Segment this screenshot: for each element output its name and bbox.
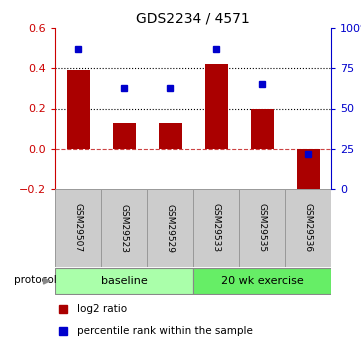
Bar [158,122,182,149]
Text: baseline: baseline [101,276,147,286]
Text: GSM29533: GSM29533 [212,204,221,253]
Text: GSM29523: GSM29523 [119,204,129,253]
Text: protocol: protocol [14,275,57,285]
Bar [193,189,239,267]
Bar [66,70,90,149]
Text: GSM29535: GSM29535 [257,204,266,253]
Text: 20 wk exercise: 20 wk exercise [221,276,303,286]
Bar [55,189,101,267]
Bar [285,189,331,267]
Bar [204,64,227,149]
Bar [101,189,147,267]
Bar [113,122,135,149]
Bar [147,189,193,267]
Bar [193,268,331,294]
Text: GSM29529: GSM29529 [165,204,174,253]
Bar [55,268,193,294]
Bar [239,189,285,267]
Text: GSM29507: GSM29507 [74,204,83,253]
Title: GDS2234 / 4571: GDS2234 / 4571 [136,11,250,26]
Text: log2 ratio: log2 ratio [77,304,127,314]
Text: GSM29536: GSM29536 [304,204,313,253]
Bar [296,149,319,193]
Bar [251,108,274,149]
Text: percentile rank within the sample: percentile rank within the sample [77,326,253,336]
